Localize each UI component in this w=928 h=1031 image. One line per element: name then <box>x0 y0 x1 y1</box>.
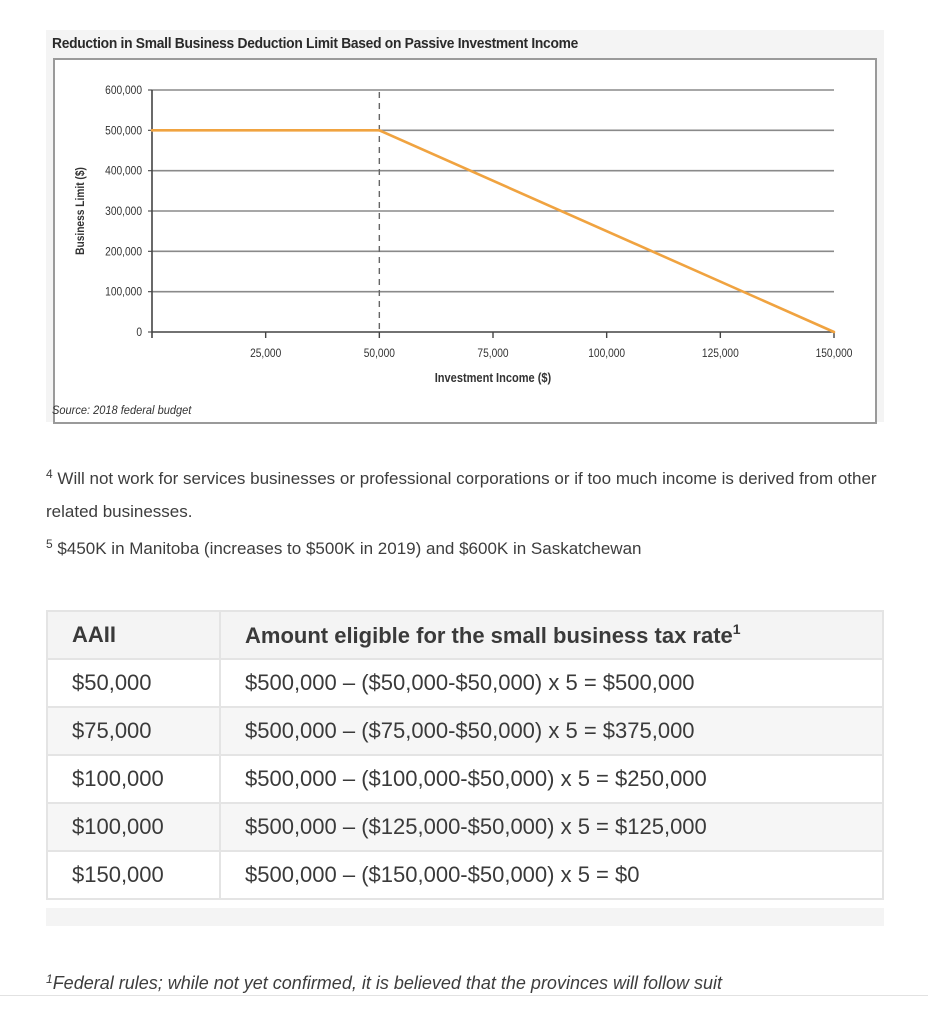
footnotes-block: 4 Will not work for services businesses … <box>46 458 892 565</box>
note-number: 5 <box>46 537 53 551</box>
note-text: $450K in Manitoba (increases to $500K in… <box>57 539 642 558</box>
note-4: 4 Will not work for services businesses … <box>46 458 892 528</box>
chart-figure: Reduction in Small Business Deduction Li… <box>46 30 884 424</box>
aaii-cell: $100,000 <box>46 754 221 804</box>
chart-source: Source: 2018 federal budget <box>52 403 192 417</box>
amount-cell: $500,000 – ($75,000-$50,000) x 5 = $375,… <box>219 706 884 756</box>
footnote-number: 1 <box>46 972 53 986</box>
note-text: Will not work for services businesses or… <box>46 469 877 521</box>
note-5: 5 $450K in Manitoba (increases to $500K … <box>46 528 892 565</box>
amount-cell: $500,000 – ($150,000-$50,000) x 5 = $0 <box>219 850 884 900</box>
table-footnote: 1Federal rules; while not yet confirmed,… <box>46 972 722 994</box>
y-tick-label: 600,000 <box>105 84 142 97</box>
x-axis-label: Investment Income ($) <box>435 370 552 385</box>
table-row: $50,000 $500,000 – ($50,000-$50,000) x 5… <box>46 658 884 708</box>
x-tick-label: 50,000 <box>364 347 395 360</box>
data-point <box>832 330 836 334</box>
bottom-bar <box>0 995 928 1031</box>
footnote-text: Federal rules; while not yet confirmed, … <box>52 973 722 993</box>
amount-cell: $500,000 – ($100,000-$50,000) x 5 = $250… <box>219 754 884 804</box>
note-number: 4 <box>46 467 53 481</box>
series-line <box>152 129 835 334</box>
chart-title: Reduction in Small Business Deduction Li… <box>52 35 579 52</box>
y-axis-label: Business Limit ($) <box>74 167 87 255</box>
table-row: $100,000 $500,000 – ($100,000-$50,000) x… <box>46 754 884 804</box>
table-header-row: AAII Amount eligible for the small busin… <box>46 610 884 660</box>
aaii-cell: $150,000 <box>46 850 221 900</box>
table-row: $150,000 $500,000 – ($150,000-$50,000) x… <box>46 850 884 900</box>
data-point <box>378 129 381 132</box>
amount-cell: $500,000 – ($50,000-$50,000) x 5 = $500,… <box>219 658 884 708</box>
header-amount: Amount eligible for the small business t… <box>219 610 884 660</box>
aaii-cell: $50,000 <box>46 658 221 708</box>
table-bottom-band <box>46 908 884 926</box>
y-tick-label: 300,000 <box>105 205 142 218</box>
data-point <box>150 129 154 132</box>
header-aaii: AAII <box>46 610 221 660</box>
x-tick-label: 25,000 <box>250 347 281 360</box>
line-chart: 0 100,000 200,000 300,000 400,000 500,000 600,… <box>74 84 853 385</box>
aaii-cell: $100,000 <box>46 802 221 852</box>
y-tick-label: 500,000 <box>105 125 142 138</box>
y-tick-label: 0 <box>136 326 142 339</box>
table-row: $75,000 $500,000 – ($75,000-$50,000) x 5… <box>46 706 884 756</box>
table-row: $100,000 $500,000 – ($125,000-$50,000) x… <box>46 802 884 852</box>
x-tick-label: 75,000 <box>477 347 508 360</box>
y-tick-label: 400,000 <box>105 165 142 178</box>
aaii-table: AAII Amount eligible for the small busin… <box>46 610 884 900</box>
x-tick-label: 150,000 <box>816 347 853 360</box>
x-tick-label: 125,000 <box>702 347 739 360</box>
chart-frame <box>53 58 877 424</box>
x-tick-label: 100,000 <box>588 347 625 360</box>
header-amount-label: Amount eligible for the small business t… <box>245 623 733 648</box>
amount-cell: $500,000 – ($125,000-$50,000) x 5 = $125… <box>219 802 884 852</box>
header-footnote-ref: 1 <box>732 621 741 637</box>
aaii-cell: $75,000 <box>46 706 221 756</box>
y-tick-label: 100,000 <box>105 286 142 299</box>
y-tick-label: 200,000 <box>105 246 142 259</box>
